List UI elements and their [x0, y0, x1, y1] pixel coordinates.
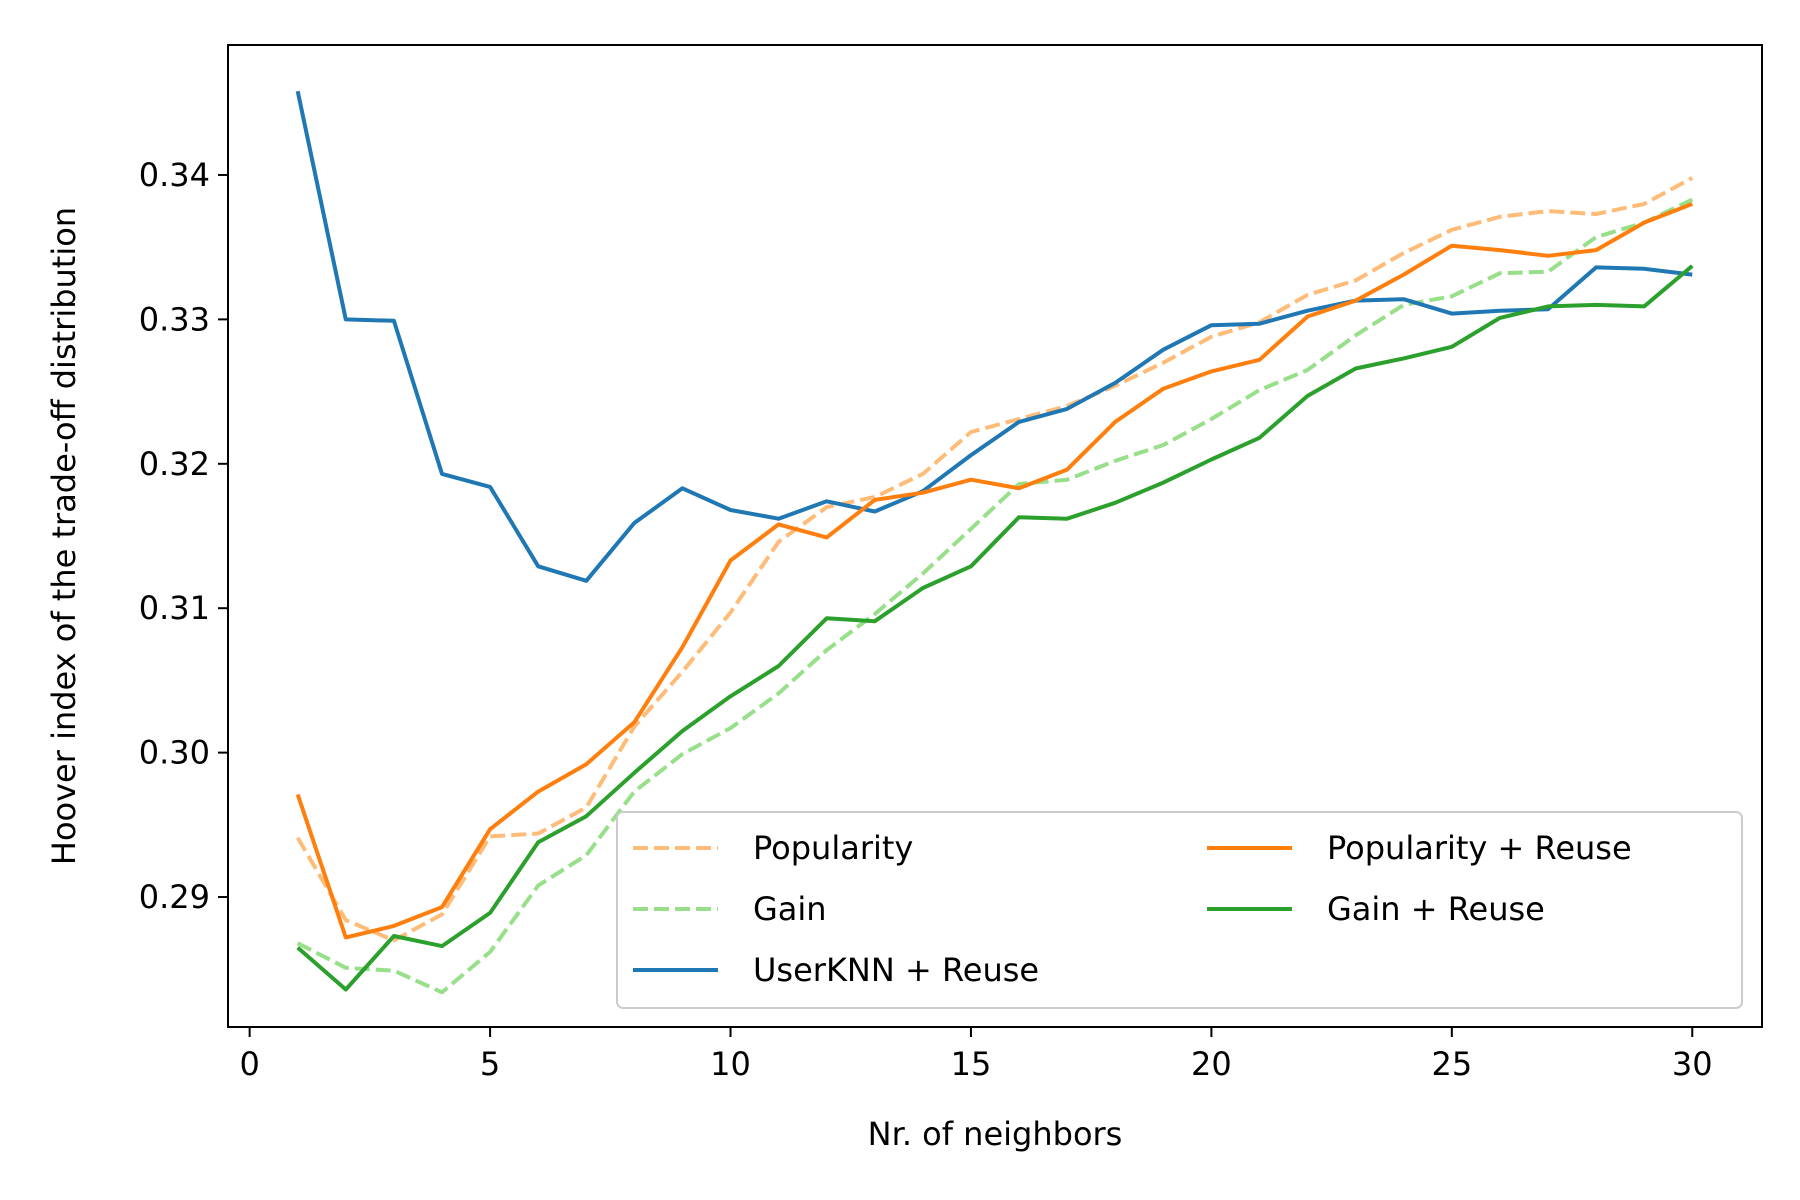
y-tick-label: 0.34 [139, 156, 210, 194]
x-tick-label: 20 [1191, 1045, 1232, 1083]
x-axis-label: Nr. of neighbors [868, 1115, 1123, 1153]
y-tick-label: 0.30 [139, 734, 210, 772]
y-axis: 0.29 0.30 0.31 0.32 0.33 0.34 [139, 156, 228, 916]
y-tick-label: 0.33 [139, 300, 210, 338]
legend-label: Popularity [753, 829, 913, 867]
legend-label: Gain [753, 890, 827, 928]
series-layer [295, 90, 1694, 995]
y-tick-label: 0.32 [139, 445, 210, 483]
series-line-gain-reuse [296, 264, 1694, 992]
x-tick-label: 10 [710, 1045, 751, 1083]
y-tick-label: 0.29 [139, 878, 210, 916]
x-axis: 0 5 10 15 20 25 30 [239, 1027, 1713, 1083]
x-tick-label: 30 [1672, 1045, 1713, 1083]
series-line-userknn-reuse [295, 90, 1693, 583]
plot-frame [227, 44, 1763, 1028]
series-line-popularity [295, 176, 1694, 943]
x-tick-label: 0 [239, 1045, 259, 1083]
legend-label: Gain + Reuse [1327, 890, 1545, 928]
legend: Popularity Gain UserKNN + Reuse Popularity … [616, 811, 1743, 1009]
series-line-popularity-reuse [295, 202, 1694, 940]
x-tick-label: 15 [951, 1045, 992, 1083]
legend-label: Popularity + Reuse [1327, 829, 1632, 867]
legend-label: UserKNN + Reuse [753, 951, 1039, 989]
series-line-gain [296, 197, 1694, 995]
x-tick-label: 5 [480, 1045, 500, 1083]
x-tick-label: 25 [1431, 1045, 1472, 1083]
y-tick-label: 0.31 [139, 589, 210, 627]
y-axis-label: Hoover index of the trade-off distributi… [45, 207, 83, 865]
legend-box [616, 811, 1743, 1009]
